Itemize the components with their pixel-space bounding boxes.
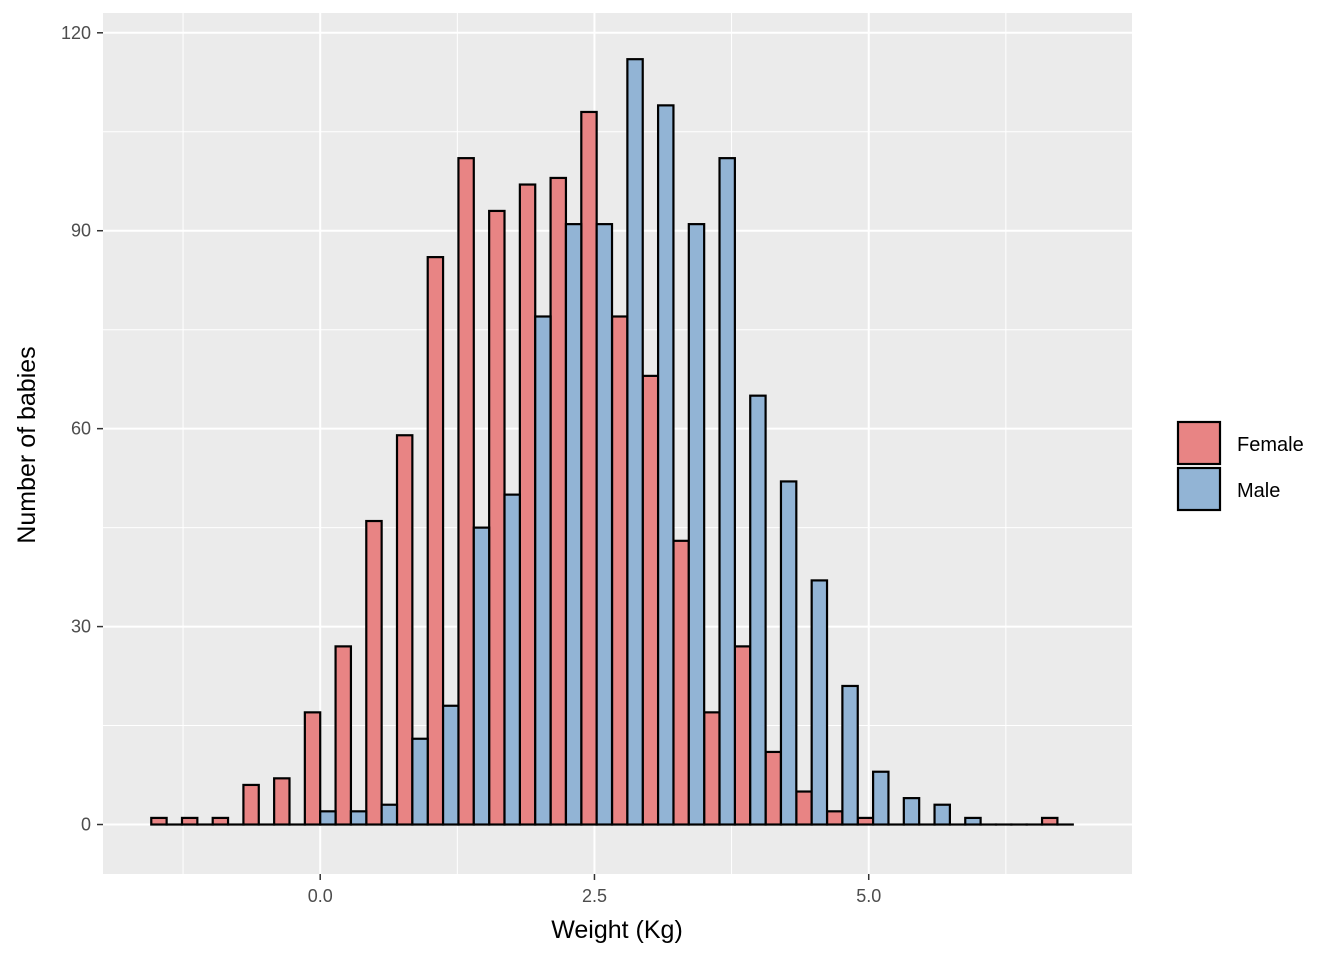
bar-male (380, 803, 399, 826)
bar-female (825, 810, 844, 826)
bar-male (411, 737, 429, 826)
x-axis: 0.0 2.5 5.0 (308, 874, 881, 906)
bar-female (610, 315, 629, 826)
bar-female (795, 790, 813, 826)
bar-male (718, 157, 736, 826)
histogram-bars (150, 58, 1074, 826)
bar-female (242, 783, 260, 826)
bar-female (703, 711, 721, 826)
bar-female (395, 434, 414, 826)
bar-male (902, 797, 921, 826)
bar-female (303, 711, 322, 826)
x-axis-title: Weight (Kg) (551, 916, 683, 944)
legend-label-male: Male (1237, 480, 1280, 502)
y-tick-label: 90 (71, 221, 91, 241)
bar-male (349, 810, 368, 826)
bar-female (457, 157, 475, 826)
bar-female (334, 645, 353, 826)
bar-male (933, 803, 951, 826)
bar-female (365, 519, 383, 826)
bar-female (856, 816, 875, 826)
x-tick-label: 2.5 (582, 886, 607, 906)
bar-female (150, 816, 168, 826)
legend: Female Male (1176, 420, 1304, 512)
bar-female (549, 176, 568, 826)
bar-male (319, 810, 337, 826)
bar-male (687, 223, 706, 826)
bar-female (488, 209, 506, 826)
y-axis: 0 30 60 90 120 (61, 23, 103, 835)
bar-male (749, 394, 767, 826)
bar-female (733, 645, 752, 826)
bar-male (503, 493, 521, 826)
bar-female (580, 110, 598, 826)
y-tick-label: 30 (71, 617, 91, 637)
bar-male (779, 480, 798, 826)
bar-female (211, 816, 230, 826)
bar-male (626, 58, 644, 826)
bar-male (472, 526, 491, 826)
legend-key-male (1176, 466, 1222, 512)
bar-female (764, 750, 783, 826)
y-tick-label: 60 (71, 419, 91, 439)
bar-male (872, 770, 890, 826)
bar-female (672, 539, 690, 826)
legend-key-female (1176, 420, 1222, 466)
bar-male (810, 579, 829, 826)
bar-male (441, 704, 460, 826)
bar-female (518, 183, 537, 826)
bar-female (273, 777, 291, 826)
bar-male (534, 315, 552, 826)
bar-male (964, 816, 982, 826)
bar-female (180, 816, 199, 826)
bar-male (595, 223, 614, 826)
legend-label-female: Female (1237, 434, 1304, 456)
y-tick-label: 0 (81, 815, 91, 835)
bar-male (841, 684, 859, 826)
y-axis-title: Number of babies (13, 346, 41, 543)
bar-male (656, 104, 675, 826)
x-tick-label: 0.0 (308, 886, 333, 906)
y-tick-label: 120 (61, 23, 91, 43)
bar-female (426, 256, 445, 826)
x-tick-label: 5.0 (856, 886, 881, 906)
bar-male (564, 223, 583, 826)
bar-female (1040, 816, 1059, 826)
bar-female (641, 374, 660, 826)
